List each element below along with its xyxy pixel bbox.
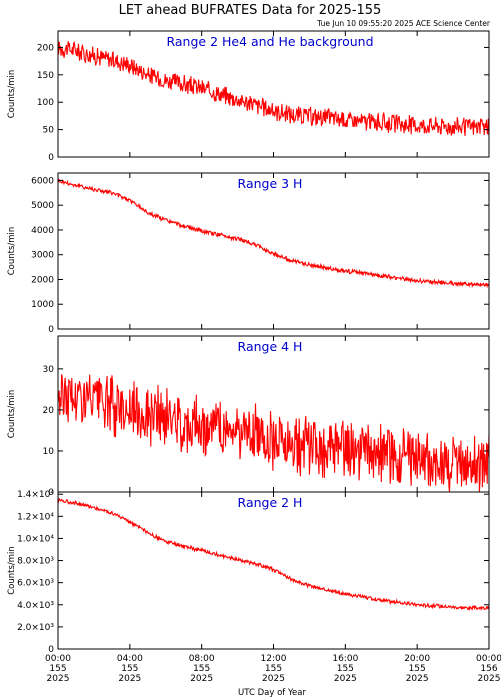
panel-title: Range 2 H [238, 495, 303, 510]
y-tick-label: 4.0×10³ [17, 601, 54, 611]
x-tick-doy: 155 [121, 664, 138, 674]
x-tick-doy: 155 [49, 664, 66, 674]
x-tick-time: 00:00 [476, 654, 501, 664]
x-tick-time: 12:00 [261, 654, 287, 664]
y-tick-label: 3000 [31, 251, 54, 261]
x-tick-year: 2025 [334, 674, 357, 684]
y-tick-label: 2.0×10³ [17, 623, 54, 633]
y-tick-label: 0 [48, 645, 54, 655]
x-tick-year: 2025 [406, 674, 429, 684]
x-tick-doy: 155 [337, 664, 354, 674]
y-tick-label: 200 [37, 43, 54, 53]
x-tick-year: 2025 [118, 674, 141, 684]
generation-timestamp: Tue Jun 10 09:55:20 2025 ACE Science Cen… [316, 19, 491, 28]
plot-frame [57, 30, 490, 158]
x-tick-time: 08:00 [189, 654, 215, 664]
x-axis-title: UTC Day of Year [238, 688, 306, 698]
y-axis-title: Counts/min [7, 70, 17, 119]
y-tick-label: 1.4×10⁴ [17, 490, 54, 500]
panel-title: Range 4 H [238, 339, 303, 354]
y-tick-label: 4000 [31, 226, 54, 236]
panel-4: 0 2.0×10³ 4.0×10³ 6.0×10³ 8.0×10³ 1.0×10⁴ 1.2×… [7, 490, 490, 655]
panel-1: 0 50 100 150 200 Counts/min Range 2 He4 and He… [7, 30, 490, 163]
panel-title: Range 2 He4 and He background [166, 34, 373, 49]
y-tick-label: 0 [48, 325, 54, 335]
x-tick-time: 04:00 [117, 654, 143, 664]
y-tick-label: 150 [37, 71, 54, 81]
x-tick-year: 2025 [478, 674, 501, 684]
x-tick-doy: 155 [193, 664, 210, 674]
series-line [57, 374, 490, 493]
series-line [57, 497, 490, 611]
y-tick-label: 6000 [31, 176, 54, 186]
panel-2: 0 1000 2000 3000 4000 5000 6000 Counts/min Range… [7, 172, 490, 335]
y-tick-label: 1.2×10⁴ [17, 512, 54, 522]
y-tick-label: 100 [37, 98, 54, 108]
y-tick-label: 8.0×10³ [17, 557, 54, 567]
y-tick-label: 30 [43, 365, 55, 375]
y-tick-label: 1.0×10⁴ [17, 534, 54, 544]
y-axis-title: Counts/min [7, 390, 17, 439]
x-tick-doy: 155 [265, 664, 282, 674]
y-tick-label: 0 [48, 488, 54, 498]
x-tick-time: 20:00 [404, 654, 430, 664]
figure-title: LET ahead BUFRATES Data for 2025-155 [119, 3, 382, 18]
x-tick-doy: 155 [409, 664, 426, 674]
y-tick-label: 1000 [31, 300, 54, 310]
y-axis-title: Counts/min [7, 227, 17, 276]
y-tick-label: 10 [43, 447, 55, 457]
x-tick-year: 2025 [262, 674, 285, 684]
panel-title: Range 3 H [238, 176, 303, 191]
y-tick-label: 5000 [31, 201, 54, 211]
plot-frame [57, 491, 490, 650]
x-tick-time: 16:00 [332, 654, 358, 664]
x-tick-time: 00:00 [45, 654, 71, 664]
y-tick-label: 50 [43, 126, 55, 136]
panel-3: 0 10 20 30 Counts/min Range 4 H [7, 335, 490, 498]
y-tick-label: 20 [43, 406, 55, 416]
series-line [57, 39, 490, 137]
x-tick-year: 2025 [47, 674, 70, 684]
x-tick-doy: 156 [480, 664, 497, 674]
series-line [57, 178, 490, 289]
y-tick-label: 2000 [31, 275, 54, 285]
y-tick-label: 0 [48, 153, 54, 163]
x-tick-year: 2025 [190, 674, 213, 684]
y-tick-label: 6.0×10³ [17, 579, 54, 589]
y-axis-title: Counts/min [7, 546, 17, 595]
x-axis-labels: 00:00155202504:00155202508:00155202512:0… [45, 654, 501, 684]
